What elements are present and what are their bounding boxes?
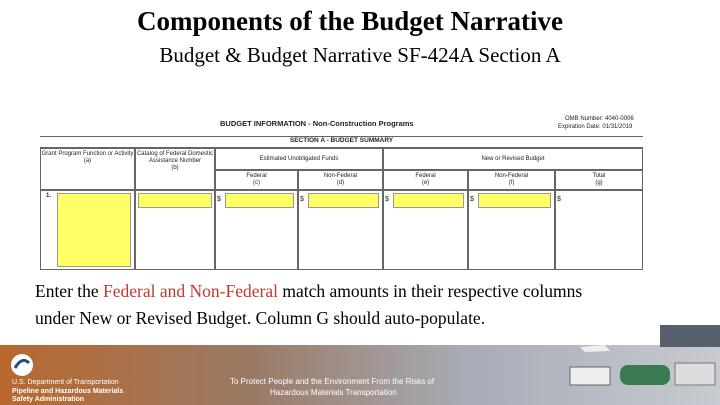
slide-subtitle: Budget & Budget Narrative SF-424A Sectio… (159, 43, 561, 67)
dot-logo (11, 354, 33, 376)
cell (468, 190, 555, 270)
cell (135, 190, 215, 270)
agency: U.S. Department of Transportation (12, 379, 119, 386)
input-field (57, 193, 131, 267)
currency-sign: $ (385, 196, 389, 203)
col-header: Catalog of Federal Domestic Assistance N… (135, 148, 215, 190)
currency-sign: $ (470, 196, 474, 203)
form-title: BUDGET INFORMATION - Non-Construction Pr… (220, 119, 414, 128)
input-field (478, 193, 551, 208)
currency-sign: $ (217, 196, 221, 203)
input-field (308, 193, 379, 208)
footer: U.S. Department of Transportation Pipeli… (0, 325, 720, 405)
col-header: Federal (e) (383, 170, 468, 190)
col-header: Federal (c) (215, 170, 298, 190)
body-line: Enter the Federal and Non-Federal match … (35, 281, 583, 301)
input-field (393, 193, 464, 208)
col-header: Non-Federal (f) (468, 170, 555, 190)
body-line: under New or Revised Budget. Column G sh… (35, 308, 486, 328)
group-header: Estimated Unobligated Funds (215, 148, 383, 170)
form-image: BUDGET INFORMATION - Non-Construction Pr… (40, 108, 643, 270)
row-label: 1. (40, 190, 135, 270)
omb-number: OMB Number: 4040-0006 (565, 116, 634, 122)
input-field (225, 193, 294, 208)
currency-sign: $ (300, 196, 304, 203)
tagline: Hazardous Materials Transportation (270, 388, 397, 397)
col-header: Grant Program Function or Activity (a) (40, 148, 135, 190)
col-header: Non-Federal (d) (298, 170, 383, 190)
input-field (138, 193, 212, 208)
transport-graphic (569, 325, 720, 386)
cell (298, 190, 383, 270)
cell (383, 190, 468, 270)
slide-title: Components of the Budget Narrative (137, 6, 563, 36)
col-header: Total (g) (555, 170, 643, 190)
tagline: To Protect People and the Environment Fr… (230, 377, 435, 386)
rule (40, 147, 643, 148)
cell (555, 190, 643, 270)
rule (40, 136, 643, 137)
currency-sign: $ (557, 196, 561, 203)
agency: Pipeline and Hazardous Materials (12, 388, 124, 395)
section-title: SECTION A - BUDGET SUMMARY (289, 137, 394, 144)
agency: Safety Administration (12, 396, 85, 403)
expiration: Expiration Date: 01/31/2019 (558, 124, 633, 130)
group-header: New or Revised Budget (383, 148, 643, 170)
cell (215, 190, 298, 270)
